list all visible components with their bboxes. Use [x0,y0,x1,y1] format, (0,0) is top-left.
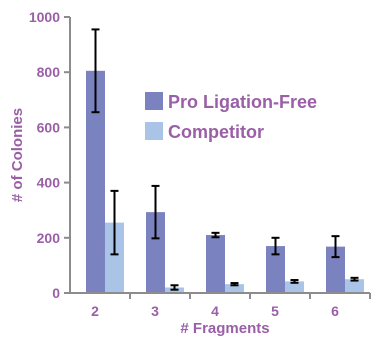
legend-swatch-pro-ligation-free [145,92,163,110]
legend-label-pro-ligation-free: Pro Ligation-Free [168,92,317,112]
x-tick-label: 2 [91,303,99,319]
bar-pro-ligation-free-6 [326,246,345,293]
legend-swatch-competitor [145,122,163,140]
legend: Pro Ligation-Free Competitor [145,92,317,142]
axes-layer [69,17,370,294]
y-tick-label: 1000 [29,9,60,25]
error-bar-competitor-6 [350,276,359,282]
error-bar-competitor-2 [110,189,119,256]
error-bar-competitor-4 [230,282,239,287]
bar-competitor-2 [105,222,124,293]
bar-pro-ligation-free-2 [86,70,105,293]
bar-pro-ligation-free-4 [206,235,225,293]
x-tick-label: 3 [151,303,159,319]
x-tick-label: 5 [271,303,279,319]
y-tick-label: 400 [37,175,61,191]
legend-label-competitor: Competitor [168,122,264,142]
y-tick-label: 200 [37,230,61,246]
y-tick-label: 600 [37,119,61,135]
bar-pro-ligation-free-3 [146,212,165,293]
bar-competitor-5 [285,281,304,293]
error-bar-competitor-5 [290,279,299,284]
error-bar-pro-ligation-free-2 [91,28,100,114]
x-axis-title: # Fragments [180,320,269,337]
error-bar-pro-ligation-free-5 [271,236,280,256]
x-ticks-layer: 2 3 4 5 6 [91,293,371,319]
x-tick-label: 6 [331,303,339,319]
bar-pro-ligation-free-5 [266,246,285,293]
x-tick-label: 4 [211,303,219,319]
error-bar-competitor-3 [170,284,179,291]
error-bar-pro-ligation-free-3 [151,184,160,240]
y-axis-title: # of Colonies [9,108,26,202]
bar-competitor-6 [345,279,364,293]
y-tick-label: 800 [37,64,61,80]
y-tick-label: 0 [52,285,60,301]
bar-competitor-4 [225,284,244,293]
error-bar-pro-ligation-free-6 [331,235,340,259]
error-bars-layer [91,28,359,291]
y-ticks-layer: 0 200 400 600 800 1000 [29,9,70,301]
error-bar-pro-ligation-free-4 [211,231,220,239]
